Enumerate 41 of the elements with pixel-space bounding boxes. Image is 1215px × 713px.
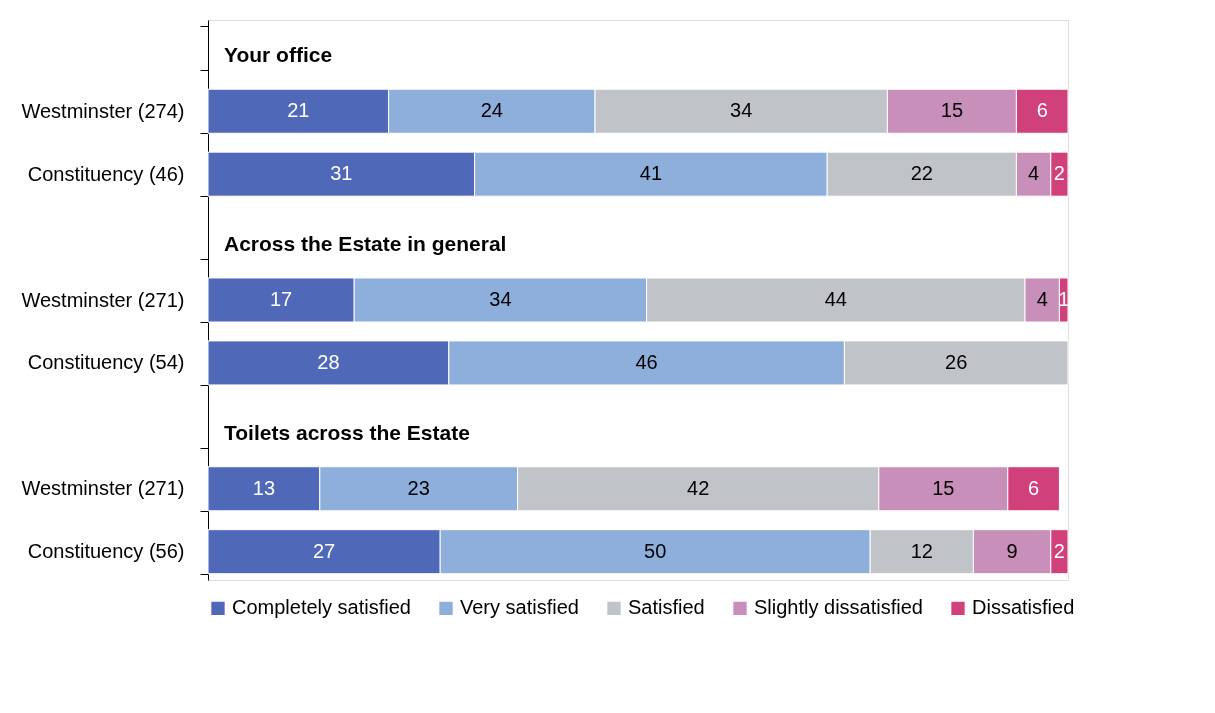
data-label: 17 <box>269 288 293 310</box>
data-label: 15 <box>932 476 955 499</box>
y-tick-label: Westminster (271) <box>21 477 185 500</box>
data-label: 6 <box>1036 99 1048 122</box>
data-label: 15 <box>940 99 964 122</box>
data-label: 28 <box>317 350 340 373</box>
y-tick-label: Westminster (274) <box>21 99 185 122</box>
data-label: 6 <box>1028 476 1040 499</box>
y-tick-label: Constituency (46) <box>27 162 185 185</box>
data-label: 12 <box>910 539 933 562</box>
y-tick-label: Westminster (271) <box>21 288 185 311</box>
legend-label: Very satisfied <box>460 596 579 619</box>
data-label: 42 <box>687 476 710 499</box>
legend-label: Completely satisfied <box>232 596 411 619</box>
legend-label: Satisfied <box>628 596 705 619</box>
data-label: 4 <box>1028 162 1040 185</box>
data-label: 34 <box>489 288 512 310</box>
data-label: 13 <box>252 476 276 499</box>
data-label: 31 <box>330 162 353 185</box>
legend-label: Dissatisfied <box>972 596 1075 619</box>
data-label: 50 <box>644 539 667 562</box>
data-label: 27 <box>312 539 336 562</box>
y-tick-label: Constituency (54) <box>27 351 185 374</box>
data-label: 23 <box>407 476 430 499</box>
data-label: 9 <box>1006 539 1018 562</box>
data-label: 24 <box>480 99 503 122</box>
data-label: 22 <box>910 162 933 185</box>
data-label: 2 <box>1053 539 1065 562</box>
data-label: 26 <box>945 350 968 373</box>
annotation: Across the Estate in general <box>224 232 507 256</box>
data-label: 41 <box>639 162 663 185</box>
legend-label: Slightly dissatisfied <box>754 596 923 619</box>
data-label: 34 <box>730 99 753 122</box>
data-label: 4 <box>1036 288 1048 310</box>
data-label: 44 <box>824 288 847 310</box>
data-label: 46 <box>635 350 658 373</box>
y-tick-label: Constituency (56) <box>27 540 185 563</box>
data-label: 21 <box>287 99 310 122</box>
annotation: Toilets across the Estate <box>224 420 470 444</box>
annotation: Your office <box>224 43 333 67</box>
data-label: 2 <box>1053 162 1065 185</box>
